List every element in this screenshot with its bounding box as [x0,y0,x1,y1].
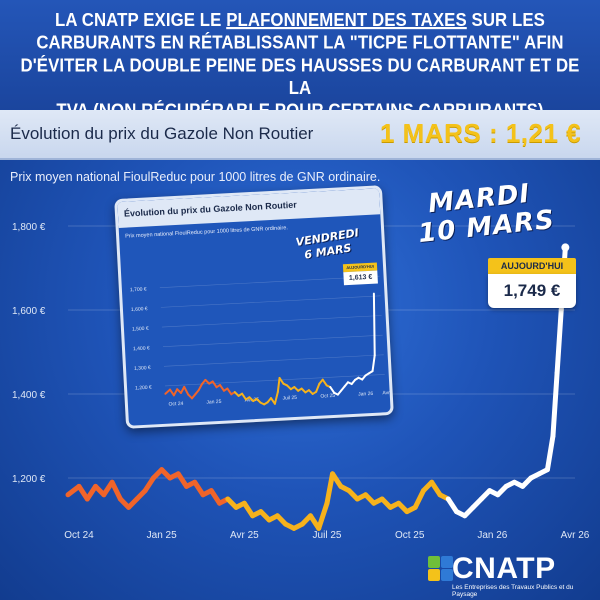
header-line-1b: SUR LES [466,9,545,31]
y-tick-label: 1,600 € [12,306,46,317]
header-banner: LA CNATP EXIGE LE PLAFONNEMENT DES TAXES… [0,0,600,121]
header-line-2: CARBURANTS EN RÉTABLISSANT LA "TICPE FLO… [36,32,564,53]
inset-x-tick: Jan 25 [206,399,222,406]
inset-series-segment [321,378,328,387]
series-segment [554,307,564,376]
x-tick-label: Oct 24 [64,530,94,541]
inset-x-tick: Oct 24 [168,401,183,408]
x-tick-label: Jan 25 [147,530,177,541]
panel-subtitle: Prix moyen national FioulReduc pour 1000… [10,170,381,184]
inset-y-tick: 1,600 € [131,306,148,313]
inset-grid-line [162,334,383,347]
last-point-marker [561,243,570,252]
inset-y-tick: 1,400 € [133,345,150,352]
inset-series-segment [226,387,233,396]
inset-series-segment [164,388,171,395]
series-segment [324,471,336,506]
inset-series-segment [278,376,285,385]
inset-x-tick: Jan 26 [358,391,374,398]
inset-x-tick: Oct 25 [320,393,335,400]
inset-series-segment [329,386,336,394]
y-tick-label: 1,200 € [12,474,46,485]
x-tick-label: Avr 26 [561,530,590,541]
y-tick-label: 1,400 € [12,390,46,401]
inset-series-segment [241,392,247,401]
header-line-1: LA CNATP EXIGE LE PLAFONNEMENT DES TAXES… [10,9,590,32]
inset-series-segment [276,376,281,393]
series-segment [445,496,460,515]
inset-x-tick: Juil 25 [282,395,297,402]
inset-y-tick: 1,500 € [132,326,149,333]
inset-y-tick: 1,300 € [134,365,151,372]
header-line-3: D'ÉVITER LA DOUBLE PEINE DES HAUSSES DU … [20,55,580,99]
inset-grid-line [160,295,381,308]
series-segment [109,479,123,502]
logo-square-blue-icon [441,556,453,568]
x-tick-label: Oct 25 [395,530,425,541]
price-badge: 1 MARS : 1,21 € [380,118,582,148]
inset-series-segment [219,384,225,392]
inset-series-segment [168,388,175,397]
x-tick-label: Avr 25 [230,530,259,541]
logo-tagline: Les Entreprises des Travaux Publics et d… [452,584,574,598]
panel-title: Évolution du prix du Gazole Non Routier [10,124,314,143]
series-segment [316,500,330,531]
inset-series-segment [372,292,376,357]
logo-wordmark: CNATP [452,552,556,585]
series-segment [429,479,443,498]
series-segment [241,500,256,519]
logo-square-yellow-icon [428,569,440,581]
inset-x-tick: Avr 26 [382,390,393,397]
series-segment [208,488,223,506]
series-segment [550,370,560,439]
inset-series-segment [211,380,218,389]
today-label: AUJOURD'HUI [488,258,576,274]
inset-series-segment [197,382,204,392]
x-tick-label: Juil 25 [313,530,342,541]
inset-series-segment [371,354,376,373]
inset-grid-line [161,315,382,328]
inset-series-segment [315,382,321,393]
inset-grid-line [159,275,380,289]
header-line-1-underlined: PLAFONNEMENT DES TAXES [226,9,467,31]
series-segment [330,471,344,489]
series-segment [175,471,189,489]
inset-y-tick: 1,200 € [135,385,152,392]
series-segment [412,488,426,510]
inset-screenshot: Évolution du prix du Gazole Non Routier … [114,185,394,429]
inset-grid-line [163,354,384,367]
y-tick-label: 1,800 € [12,222,46,233]
series-segment [192,479,206,498]
inset-series-segment [273,390,279,405]
inset-chart: 1,700 € 1,600 € 1,500 € 1,400 € 1,300 € 1,200… [130,275,394,408]
series-segment [142,475,156,494]
inset-y-tick: 1,700 € [130,286,147,293]
today-value: 1,749 € [488,274,576,308]
inset-series-segment [183,385,190,396]
inset-series-segment [172,388,179,397]
logo-square-blue2-icon [441,569,453,581]
panel-title-bar [0,110,600,160]
header-line-1a: LA CNATP EXIGE LE [55,9,227,31]
series-segment [544,433,556,473]
x-tick-label: Jan 26 [477,530,507,541]
logo-square-green-icon [428,556,440,568]
